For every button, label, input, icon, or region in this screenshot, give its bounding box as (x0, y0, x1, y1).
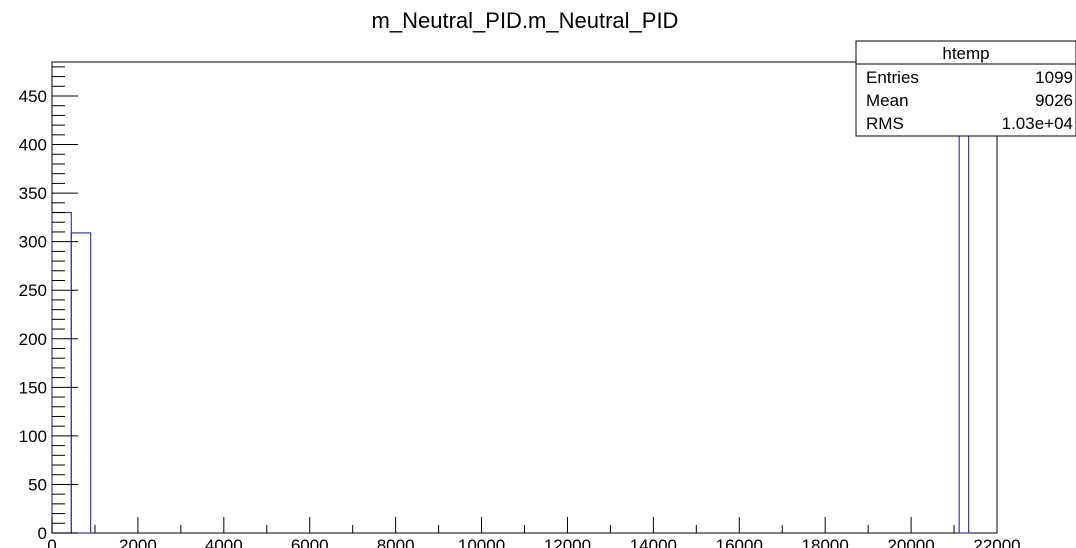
y-tick-label: 50 (28, 475, 47, 494)
stats-box: htemp Entries 1099 Mean 9026 RMS 1.03e+0… (855, 40, 1076, 137)
x-tick-label: 2000 (119, 536, 157, 548)
x-tick-label: 0 (47, 536, 56, 548)
y-tick-label: 350 (19, 184, 47, 203)
x-tick-label: 10000 (458, 536, 505, 548)
stats-box-title: htemp (942, 44, 989, 63)
y-axis: 0 50 100 150 200 250 300 350 400 450 (19, 66, 78, 543)
y-tick-label: 200 (19, 330, 47, 349)
stats-entries-value: 1099 (1035, 68, 1073, 87)
x-axis: 0 2000 4000 6000 8000 10000 12000 14000 16000 180… (47, 517, 1021, 548)
plot-frame (51, 61, 998, 534)
y-tick-label: 450 (19, 87, 47, 106)
x-tick-label: 12000 (544, 536, 591, 548)
x-tick-label: 20000 (887, 536, 934, 548)
plot-area-border (51, 61, 998, 534)
histogram-bar (958, 85, 970, 534)
stats-mean-label: Mean (866, 91, 909, 110)
stats-box-border (855, 40, 1076, 137)
x-tick-label: 16000 (716, 536, 763, 548)
histogram-bars (51, 85, 970, 534)
x-tick-label: 4000 (205, 536, 243, 548)
stats-rms-label: RMS (866, 114, 904, 133)
x-tick-label: 14000 (630, 536, 677, 548)
x-tick-label: 8000 (377, 536, 415, 548)
y-tick-label: 150 (19, 378, 47, 397)
stats-mean-value: 9026 (1035, 91, 1073, 110)
stats-rms-value: 1.03e+04 (1002, 114, 1073, 133)
chart-title: m_Neutral_PID.m_Neutral_PID (372, 8, 679, 33)
y-tick-label: 250 (19, 281, 47, 300)
y-tick-label: 100 (19, 427, 47, 446)
y-tick-label: 400 (19, 136, 47, 155)
stats-entries-label: Entries (866, 68, 919, 87)
y-tick-label: 0 (38, 524, 47, 543)
x-tick-label: 22000 (973, 536, 1020, 548)
y-tick-label: 300 (19, 233, 47, 252)
x-tick-label: 6000 (291, 536, 329, 548)
x-tick-label: 18000 (802, 536, 849, 548)
histogram-bar (70, 232, 92, 534)
